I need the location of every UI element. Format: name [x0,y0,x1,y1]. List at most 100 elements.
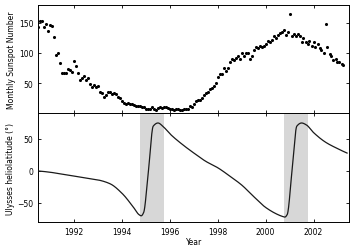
Point [269,39,274,43]
Point [125,102,131,106]
Point [58,61,63,65]
Point [54,53,59,57]
Point [31,22,37,26]
Point [249,55,255,59]
Point [299,41,305,45]
Point [48,24,53,28]
Point [265,40,271,44]
Point [159,107,165,111]
Point [203,92,209,96]
Point [177,108,183,112]
Point [181,108,187,112]
Bar [140,114,164,222]
Point [49,25,55,29]
Point [145,107,151,111]
Point [243,52,248,56]
Point [135,105,141,109]
Y-axis label: Ulysses heliolatitude (°): Ulysses heliolatitude (°) [6,122,15,214]
Point [127,103,133,107]
Point [247,58,252,62]
Point [340,64,346,68]
Point [59,72,65,76]
Point [285,30,290,35]
Point [291,33,296,37]
Point [137,105,143,109]
Point [45,29,51,34]
Point [329,55,334,59]
Point [121,102,127,106]
Point [307,40,312,44]
Point [149,106,155,110]
Point [213,82,219,86]
Point [95,85,101,89]
Point [76,72,81,76]
Point [175,108,181,112]
Point [73,65,79,69]
Point [71,59,77,64]
Point [141,106,147,110]
Point [61,72,67,76]
Point [295,33,300,37]
Point [115,96,121,100]
Point [259,46,264,50]
Point [311,41,316,45]
Point [147,107,153,111]
Point [197,99,203,103]
Point [305,43,310,47]
Point [109,93,115,97]
Point [215,76,221,80]
Point [131,104,137,108]
Point [169,108,175,112]
Point [55,52,61,56]
Point [195,99,201,103]
Point [143,107,149,111]
Point [42,26,47,30]
Point [297,35,302,39]
Point [321,52,327,56]
Point [271,35,277,39]
Point [111,91,117,96]
Point [251,49,257,53]
Point [279,30,285,35]
Point [87,82,93,86]
Point [34,25,39,29]
Point [287,13,293,17]
Point [257,44,263,48]
Point [93,86,99,90]
Point [225,67,231,71]
Point [153,108,159,112]
Point [99,91,105,96]
Point [185,107,191,111]
Point [317,47,322,51]
Point [281,29,286,33]
Point [303,41,308,45]
Point [163,106,169,110]
Point [231,59,237,63]
Point [277,32,282,36]
Point [155,107,161,111]
Point [105,91,111,95]
Point [113,93,119,97]
Point [301,37,306,41]
Point [157,106,163,110]
Point [85,77,91,81]
Point [315,43,321,47]
Point [189,106,195,110]
Point [151,107,157,111]
Point [219,73,225,77]
Point [187,105,193,109]
Point [267,41,273,45]
Point [205,91,211,95]
Point [65,68,71,72]
Point [64,72,69,76]
Point [119,100,125,104]
Point [323,23,328,27]
Point [179,109,185,113]
Point [318,49,324,53]
Point [207,88,213,92]
X-axis label: Year: Year [186,237,202,246]
Point [51,36,57,40]
Point [237,58,243,62]
Point [241,55,246,59]
Point [26,33,31,37]
